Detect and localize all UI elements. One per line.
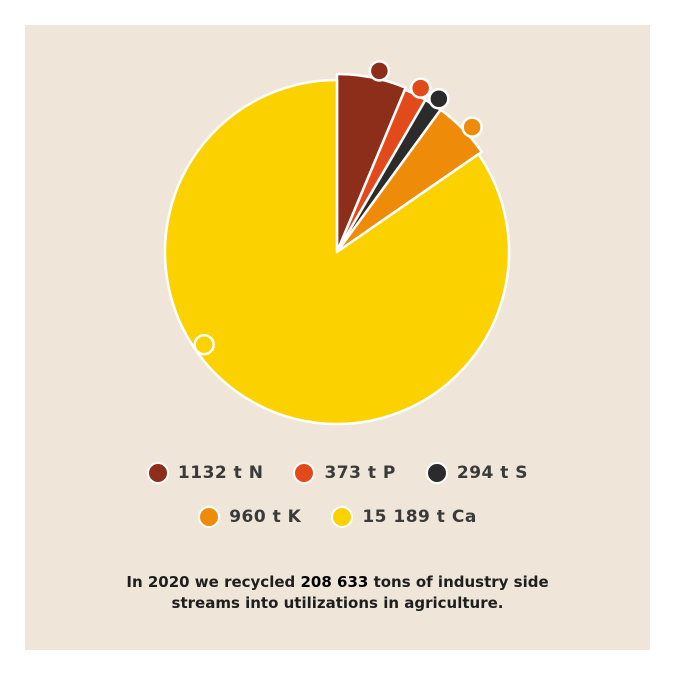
legend-swatch-n bbox=[146, 462, 169, 484]
pie-marker-p bbox=[409, 77, 432, 99]
caption-text-before: In 2020 we recycled bbox=[126, 573, 301, 591]
pie-slice-ca bbox=[163, 78, 511, 426]
legend-row-2: 960 t K 15 189 t Ca bbox=[0, 506, 675, 528]
legend-swatch-k bbox=[198, 506, 221, 528]
legend-label-ca: 15 189 t Ca bbox=[362, 507, 477, 527]
legend-label-n: 1132 t N bbox=[177, 463, 264, 483]
pie-marker-k bbox=[461, 116, 483, 138]
caption-text-after: tons of industry side bbox=[368, 573, 549, 591]
legend-item-ca: 15 189 t Ca bbox=[331, 506, 476, 528]
caption: In 2020 we recycled 208 633 tons of indu… bbox=[0, 572, 675, 614]
pie-marker-s bbox=[428, 88, 450, 110]
legend-row-1: 1132 t N 373 t P 294 t S bbox=[0, 462, 675, 484]
legend-item-p: 373 t P bbox=[293, 462, 395, 484]
legend-label-k: 960 t K bbox=[229, 507, 302, 527]
caption-text-line2: streams into utilizations in agriculture… bbox=[171, 594, 504, 612]
legend-item-n: 1132 t N bbox=[146, 462, 264, 484]
pie-marker-ca bbox=[193, 333, 215, 356]
legend-label-p: 373 t P bbox=[324, 463, 396, 483]
legend-swatch-s bbox=[425, 462, 448, 484]
legend-swatch-p bbox=[293, 462, 316, 484]
legend-label-s: 294 t S bbox=[456, 463, 529, 483]
pie-marker-n bbox=[368, 60, 391, 82]
caption-highlight-total: 208 633 bbox=[300, 573, 369, 591]
legend-item-k: 960 t K bbox=[198, 506, 301, 528]
legend-swatch-ca bbox=[331, 506, 354, 528]
legend-item-s: 294 t S bbox=[425, 462, 529, 484]
